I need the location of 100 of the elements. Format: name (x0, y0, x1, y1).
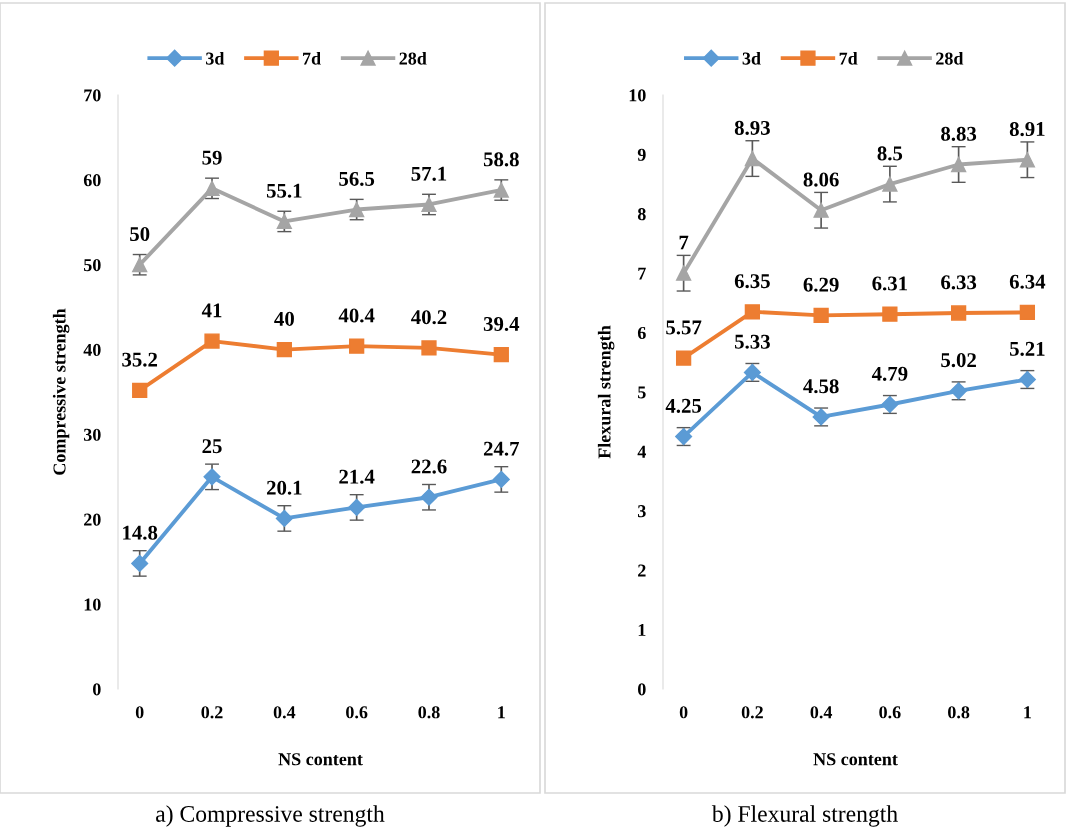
data-label: 41 (201, 303, 222, 318)
data-label: 5.21 (1009, 341, 1045, 356)
legend-label: 3d (742, 51, 761, 65)
point (493, 182, 509, 198)
data-label: 5.33 (734, 334, 770, 349)
data-label: 20.1 (266, 480, 302, 495)
point (950, 156, 967, 173)
point (813, 307, 829, 324)
data-label: 39.4 (483, 316, 520, 332)
y-tick-label: 70 (84, 89, 101, 102)
point (276, 341, 292, 358)
data-label: 8.83 (941, 126, 977, 141)
point (204, 333, 220, 349)
legend-label: 7d (303, 51, 321, 65)
data-label: 8.06 (803, 172, 839, 187)
data-label: 4.25 (665, 398, 702, 413)
text: b) Flexural strength (711, 805, 898, 827)
point (204, 180, 220, 196)
y-tick-label: 9 (637, 148, 646, 161)
data-label: 21.4 (339, 469, 375, 484)
y-tick-label: 8 (637, 208, 646, 221)
data-label: 6.35 (734, 274, 770, 289)
data-label: 6.31 (872, 276, 908, 291)
legend-label: 28d (936, 51, 964, 65)
point (420, 488, 438, 506)
point (492, 470, 510, 488)
y-axis-title: Compressive strength (52, 308, 70, 475)
y-axis-title: Flexural strength (597, 325, 615, 459)
y-tick-label: 0 (92, 683, 101, 696)
legend-label: 28d (399, 51, 427, 65)
x-axis-title: NS content (278, 753, 363, 766)
y-tick-label: 10 (84, 598, 101, 611)
data-label: 8.93 (734, 120, 770, 135)
data-label: 4.58 (803, 379, 839, 394)
y-tick-label: 7 (638, 267, 646, 280)
y-tick-label: 0 (637, 683, 646, 696)
y-tick-label: 3 (637, 505, 646, 518)
point (882, 306, 898, 322)
data-label: 24.7 (483, 441, 520, 456)
data-label: 25 (202, 439, 222, 454)
y-tick-label: 10 (629, 89, 646, 102)
point (348, 498, 366, 516)
data-label: 6.29 (803, 277, 839, 292)
point (275, 509, 293, 527)
data-label: 8.5 (877, 146, 903, 161)
data-label: 40 (274, 311, 294, 326)
y-tick-label: 30 (83, 428, 101, 441)
point (675, 350, 692, 366)
x-tick-label: 0.2 (201, 706, 223, 719)
data-label: 50 (130, 226, 150, 242)
data-label: 6.34 (1009, 274, 1046, 289)
point (1019, 304, 1036, 321)
y-tick-label: 20 (84, 513, 101, 526)
data-label: 40.2 (411, 310, 447, 325)
y-tick-label: 40 (83, 343, 101, 357)
point (675, 265, 692, 281)
point (744, 150, 761, 167)
x-tick-label: 1 (498, 706, 505, 719)
point (131, 554, 149, 572)
x-tick-label: 0 (679, 706, 688, 719)
point (744, 304, 761, 320)
point (203, 468, 221, 486)
y-tick-label: 50 (84, 258, 101, 272)
data-label: 56.5 (339, 171, 375, 186)
x-tick-label: 0.8 (418, 706, 440, 719)
point (882, 176, 898, 192)
y-tick-label: 1 (638, 623, 646, 636)
data-label: 58.8 (483, 152, 519, 167)
x-tick-label: 0.8 (948, 706, 970, 719)
x-tick-label: 1 (1024, 706, 1031, 719)
x-tick-label: 0 (135, 706, 144, 719)
point (1019, 152, 1036, 168)
point (950, 305, 967, 321)
data-label: 22.6 (411, 459, 447, 474)
point (132, 382, 148, 398)
y-tick-label: 6 (637, 326, 646, 340)
data-label: 35.2 (122, 352, 158, 367)
point (813, 202, 829, 218)
legend-label: 7d (839, 51, 858, 65)
x-tick-label: 0.6 (346, 706, 368, 719)
point (132, 257, 148, 273)
y-tick-label: 4 (637, 445, 646, 458)
y-tick-label: 5 (638, 386, 646, 399)
x-tick-label: 0.4 (810, 706, 833, 719)
data-label: 7 (679, 235, 689, 250)
point (493, 347, 509, 363)
data-label: 4.79 (871, 366, 908, 381)
point (421, 340, 437, 356)
data-label: 40.4 (338, 308, 375, 323)
legend-label: 3d (206, 51, 225, 65)
data-label: 5.57 (666, 320, 702, 335)
data-label: 57.1 (411, 166, 447, 181)
point (349, 338, 365, 354)
data-label: 6.33 (941, 275, 977, 290)
text: a) Compressive strength (156, 805, 385, 827)
data-label: 5.02 (941, 353, 976, 368)
y-tick-label: 2 (638, 564, 646, 577)
data-label: 14.8 (123, 525, 158, 540)
x-tick-label: 0.2 (741, 706, 763, 719)
data-label: 59 (202, 150, 222, 165)
